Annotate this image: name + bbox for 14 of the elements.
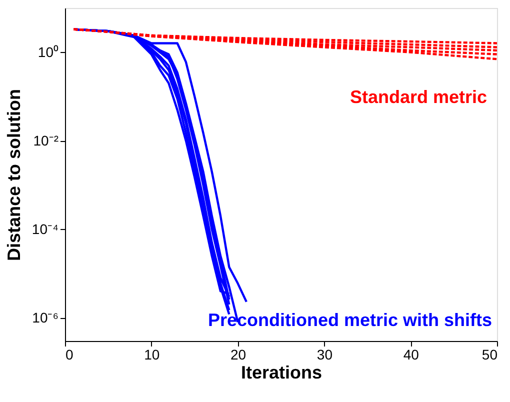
y-tick-label: 10⁰ — [38, 44, 58, 60]
x-tick-label: 50 — [482, 346, 498, 362]
x-tick-label: 40 — [403, 346, 420, 362]
x-tick-label: 30 — [316, 346, 333, 362]
x-tick-label: 0 — [66, 346, 74, 362]
y-tick-label: 10⁻⁶ — [32, 309, 58, 326]
y-axis-title: Distance to solution — [4, 88, 24, 262]
y-tick-label: 10⁻⁴ — [32, 220, 58, 237]
series-label: Preconditioned metric with shifts — [208, 310, 492, 330]
text: Standard metric — [350, 87, 487, 107]
x-axis-title: Iterations — [240, 362, 322, 382]
x-tick-label: 20 — [230, 346, 246, 362]
y-tick-label: 10⁻² — [33, 132, 59, 148]
x-tick-label: 10 — [144, 346, 160, 362]
